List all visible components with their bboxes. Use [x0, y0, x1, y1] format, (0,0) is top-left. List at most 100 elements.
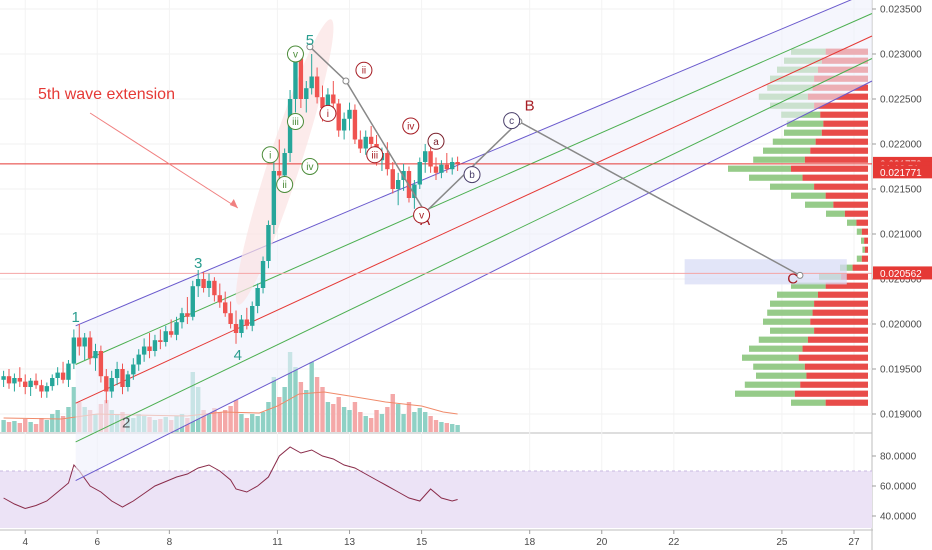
volume-bar: [266, 402, 271, 432]
volume-bar: [341, 407, 347, 432]
volume-bar: [233, 400, 239, 432]
subwave-label-ii: ii: [282, 180, 286, 191]
candle-body: [368, 136, 374, 144]
subwave-label-iv: iv: [306, 162, 313, 173]
price-tick-label: 0.022500: [880, 95, 922, 106]
wave-label-2: 2: [122, 415, 130, 432]
candle-body: [39, 385, 44, 392]
channel-line: [75, 35, 873, 404]
profile-bar-sell: [864, 246, 868, 253]
profile-bar-sell: [814, 102, 868, 109]
volume-bar: [347, 410, 352, 432]
volume-bar: [390, 394, 395, 432]
channel-shading: [75, 0, 872, 481]
candle-body: [50, 378, 55, 387]
volume-bar: [428, 416, 433, 432]
time-tick-label: 6: [95, 537, 101, 548]
wave-label-5: 5: [306, 32, 314, 49]
price-tick-label: 0.021500: [880, 185, 922, 196]
candle-body: [33, 380, 39, 386]
target-box: [684, 259, 847, 285]
rsi-tick-label: 40.0000: [880, 512, 917, 523]
volume-bar: [212, 408, 217, 432]
volume-bar: [55, 410, 60, 432]
profile-bar-sell: [814, 327, 868, 334]
subwave-label-v: v: [293, 50, 298, 61]
profile-bar-sell: [825, 282, 868, 289]
wave-path-node: [306, 43, 314, 51]
candle-body: [363, 136, 368, 149]
price-tick-label: 0.020500: [880, 275, 922, 286]
candle-body: [439, 164, 444, 173]
price-tag: [873, 266, 932, 280]
profile-bar-sell: [804, 156, 868, 163]
volume-bar: [33, 424, 39, 432]
volume-bar: [412, 412, 417, 432]
subwave-label-iii: iii: [371, 150, 378, 161]
candle-body: [412, 184, 417, 198]
candle-body: [17, 378, 23, 382]
volume-bar: [23, 419, 28, 432]
subwave-label-ii: ii: [362, 66, 366, 77]
volume-bar: [271, 377, 277, 432]
profile-bar-sell: [825, 192, 868, 199]
wave-path-node: [342, 77, 350, 85]
candle-body: [260, 261, 266, 288]
profile-bar-buy: [756, 372, 807, 379]
candle-body: [168, 331, 174, 335]
price-tag-label: 0.020562: [880, 269, 922, 280]
candle-body: [136, 354, 141, 365]
candle-body: [390, 169, 395, 189]
candle-body: [98, 351, 104, 377]
profile-bar-sell: [861, 255, 868, 262]
volume-bar: [28, 422, 33, 432]
profile-bar-buy: [861, 237, 865, 244]
profile-bar-sell: [810, 147, 868, 154]
volume-bar: [17, 423, 23, 432]
volume-bar: [309, 362, 314, 432]
wave-label-C: C: [787, 271, 798, 288]
time-tick-label: 27: [848, 537, 860, 548]
time-tick-label: 4: [22, 537, 28, 548]
volume-bar: [304, 390, 309, 432]
candle-body: [217, 295, 223, 303]
price-tick-label: 0.019000: [880, 410, 922, 421]
time-tick-label: 18: [524, 537, 536, 548]
volume-bar: [287, 352, 293, 432]
volume-bar: [282, 387, 287, 432]
volume-bar: [1, 420, 6, 432]
candle-body: [233, 324, 239, 333]
volume-bar: [6, 422, 12, 432]
volume-bar: [439, 422, 444, 432]
subwave-circle: [427, 132, 445, 150]
subwave-circle: [366, 146, 384, 164]
profile-bar-sell: [833, 201, 868, 208]
candle-body: [206, 280, 212, 288]
subwave-label-a: a: [433, 137, 439, 148]
time-tick-label: 20: [596, 537, 608, 548]
profile-bar-buy: [856, 255, 862, 262]
profile-bar-buy: [763, 318, 811, 325]
subwave-label-i: i: [269, 150, 271, 161]
volume-bar: [331, 404, 336, 432]
candle-body: [71, 337, 77, 364]
volume-bar: [336, 397, 341, 432]
volume-bar: [60, 416, 66, 432]
volume-bar: [255, 416, 260, 432]
subwave-label-v: v: [419, 211, 424, 222]
volume-bar: [385, 407, 390, 432]
profile-bar-sell: [812, 309, 868, 316]
candle-body: [66, 363, 71, 380]
candle-body: [93, 351, 98, 359]
subwave-label-i: i: [327, 109, 329, 120]
channel-line: [75, 13, 873, 365]
rsi-tick-label: 60.0000: [880, 482, 917, 493]
subwave-circle: [286, 113, 304, 130]
rsi-band: [0, 471, 872, 528]
profile-bar-buy: [753, 156, 805, 163]
time-tick-label: 25: [776, 537, 788, 548]
volume-bar: [12, 421, 17, 432]
profile-bar-buy: [856, 228, 862, 235]
subwave-label-iii: iii: [292, 117, 299, 128]
candle-body: [147, 346, 152, 351]
